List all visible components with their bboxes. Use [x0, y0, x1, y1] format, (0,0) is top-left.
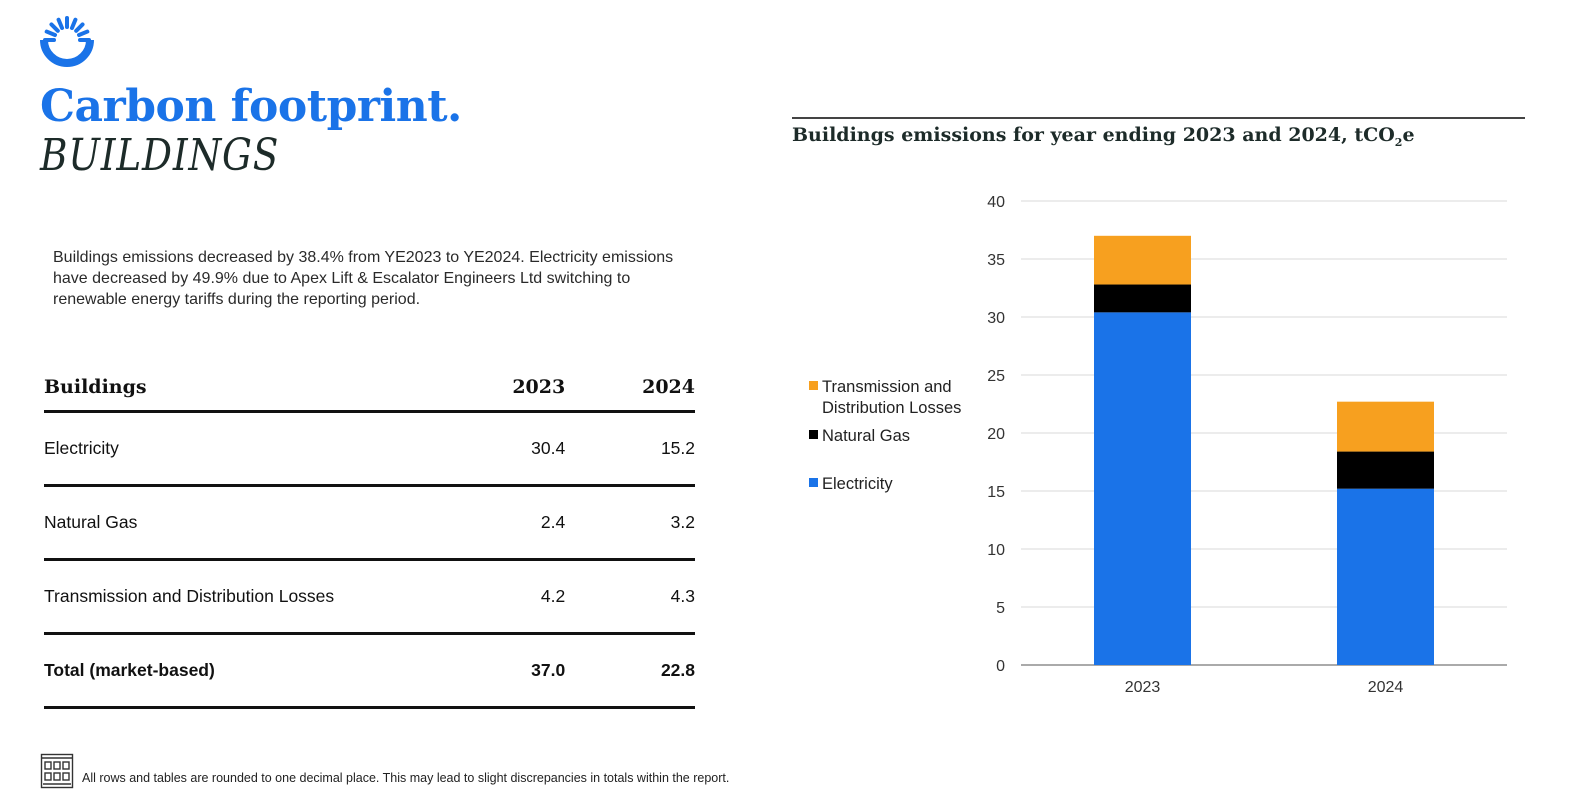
intro-paragraph: Buildings emissions decreased by 38.4% f… [53, 249, 674, 308]
bar-segment [1094, 284, 1191, 313]
stacked-bar-chart: 0 5 10 15 20 25 30 35 40 2023 2024 Transmission and… [809, 194, 1507, 696]
total-value-2023: 37.0 [512, 633, 566, 709]
chart-title: Buildings emissions for year ending 2023… [792, 124, 1415, 149]
total-value-2024: 22.8 [565, 633, 695, 709]
row-label: Electricity [44, 411, 513, 487]
page-subtitle: BUILDINGS [40, 130, 280, 181]
row-label: Transmission and Distribution Losses [44, 559, 513, 635]
chart-divider [792, 117, 1525, 119]
y-tick-label: 30 [987, 310, 1005, 327]
total-label: Total (market-based) [44, 633, 513, 709]
y-tick-label: 25 [987, 368, 1005, 385]
legend-label: Natural Gas [822, 427, 910, 445]
table-row: Natural Gas 2.4 3.2 [44, 485, 695, 561]
row-value-2023: 4.2 [512, 559, 566, 635]
table-header-row: Buildings 2023 2024 [44, 364, 695, 413]
chart-title-main: Buildings emissions for year ending 2023… [792, 124, 1395, 146]
row-value-2024: 15.2 [565, 411, 695, 487]
row-value-2023: 30.4 [512, 411, 566, 487]
y-tick-label: 10 [987, 542, 1005, 559]
bar-segment [1094, 235, 1191, 285]
y-tick-label: 5 [996, 600, 1005, 617]
chart-title-subscript: 2 [1394, 135, 1403, 149]
table-header-2024: 2024 [565, 364, 695, 413]
page-title: Carbon footprint. [40, 81, 462, 132]
bar-segment [1337, 401, 1434, 452]
footnote-text: All rows and tables are rounded to one d… [82, 771, 730, 785]
bar-segment [1094, 312, 1191, 665]
chart-title-end: e [1402, 124, 1415, 146]
y-tick-label: 0 [996, 658, 1005, 675]
table-header-buildings: Buildings [44, 364, 513, 413]
company-logo [40, 16, 94, 67]
table-row: Transmission and Distribution Losses 4.2… [44, 559, 695, 635]
y-tick-label: 15 [987, 484, 1005, 501]
y-tick-label: 40 [987, 194, 1005, 211]
legend-label: Transmission and [822, 378, 952, 396]
row-value-2024: 4.3 [565, 559, 695, 635]
legend-label: Distribution Losses [822, 399, 961, 417]
bar-segment [1337, 451, 1434, 489]
row-value-2024: 3.2 [565, 485, 695, 561]
table-total-row: Total (market-based) 37.0 22.8 [44, 633, 695, 709]
y-tick-label: 35 [987, 252, 1005, 269]
x-tick-label: 2024 [1368, 679, 1404, 696]
legend-label: Electricity [822, 475, 893, 493]
row-label: Natural Gas [44, 485, 513, 561]
buildings-emissions-table: Buildings 2023 2024 Electricity 30.4 15.… [44, 364, 695, 709]
table-row: Electricity 30.4 15.2 [44, 411, 695, 487]
bar-segment [1337, 488, 1434, 665]
legend-swatch [809, 430, 818, 439]
table-header-2023: 2023 [512, 364, 566, 413]
y-tick-label: 20 [987, 426, 1005, 443]
building-icon [40, 753, 74, 789]
legend-swatch [809, 478, 818, 487]
x-tick-label: 2023 [1125, 679, 1161, 696]
row-value-2023: 2.4 [512, 485, 566, 561]
legend-swatch [809, 381, 818, 390]
